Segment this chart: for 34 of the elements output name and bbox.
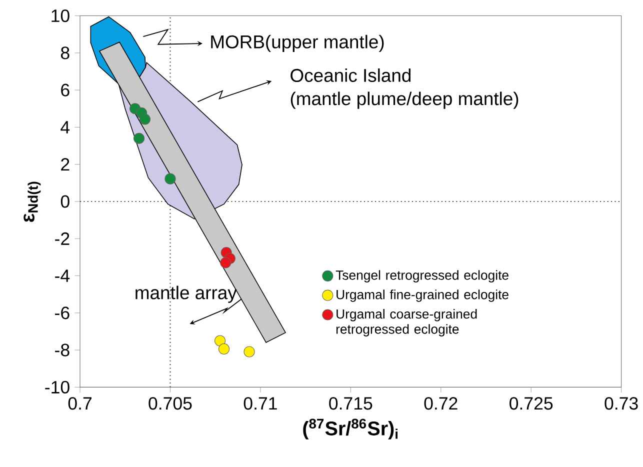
point: [139, 114, 151, 125]
x-tick-label: 0.725: [510, 397, 553, 410]
y-tick-label: -10: [45, 380, 70, 394]
x-axis-title: ($^{87}$Sr/$^{86}$Sr)$_{i}$: [303, 418, 398, 440]
legend-label: Tsengel retrogressed eclogite: [336, 270, 508, 282]
y-tick-label: -2: [55, 232, 70, 245]
y-tick-label: 2: [61, 158, 70, 170]
y-axis-title: ε$_{Nd(t)}$: [24, 182, 41, 222]
legend-label: Urgamal coarse-grained retrogressed eclogite: [336, 308, 477, 336]
x-tick-label: 0.715: [329, 397, 372, 410]
point: [244, 346, 255, 358]
y-tick-label: 8: [60, 46, 70, 60]
point: [164, 173, 176, 184]
annotation: Oceanic Island: [290, 68, 411, 82]
y-tick-label: 0: [60, 195, 70, 208]
y-tick-label: -8: [55, 344, 70, 356]
annotation: mantle array: [136, 286, 237, 303]
x-tick-label: 0.7: [68, 397, 92, 410]
x-tick-label: 0.73: [604, 397, 638, 410]
y-tick-label: -6: [55, 306, 70, 320]
point: [214, 335, 226, 346]
y-tick-label: 6: [61, 84, 70, 96]
x-tick-label: 0.72: [424, 397, 458, 410]
y-tick-label: 4: [60, 121, 70, 134]
legend-label: Urgamal fine-grained eclogite: [336, 289, 508, 302]
annotation: MORB(upper mantle): [211, 34, 384, 52]
x-tick-label: 0.705: [148, 397, 192, 410]
annotation: (mantle plume/deep mantle): [290, 92, 518, 109]
x-tick-label: 0.71: [244, 397, 277, 410]
y-tick-label: -4: [55, 270, 70, 282]
point: [218, 343, 230, 354]
point: [220, 257, 232, 268]
point: [133, 132, 145, 144]
y-tick-label: 10: [52, 9, 70, 22]
